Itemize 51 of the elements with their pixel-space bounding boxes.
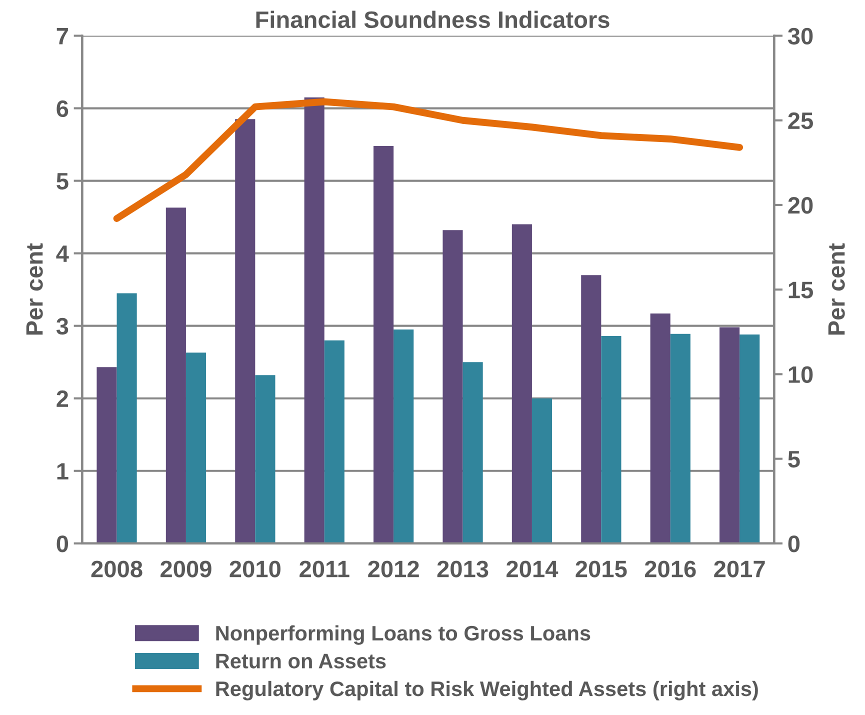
legend-label: Return on Assets	[216, 654, 386, 668]
y-tick-label: 6	[56, 100, 68, 118]
y-tick-label: 4	[56, 246, 69, 262]
x-tick-label: 2009	[160, 560, 212, 578]
bar	[581, 275, 602, 544]
y2-tick-label: 0	[788, 535, 800, 552]
y2-tick-label: 25	[788, 112, 813, 130]
bar	[442, 230, 463, 544]
y-tick-label: 3	[56, 318, 68, 335]
y-tick-label: 2	[56, 390, 68, 407]
chart-title: Financial Soundness Indicators	[256, 10, 610, 28]
bar	[720, 327, 740, 544]
y2-tick-label: 5	[788, 451, 800, 468]
legend-label: Nonperforming Loans to Gross Loans	[216, 625, 590, 645]
bar	[166, 208, 186, 544]
bar	[670, 334, 690, 544]
y2-tick-label: 30	[788, 28, 813, 45]
x-tick-label: 2016	[644, 560, 696, 578]
x-tick-label: 2017	[714, 560, 765, 578]
y-tick-label: 7	[56, 28, 68, 44]
y2-tick-label: 20	[788, 197, 813, 214]
x-tick-label: 2013	[437, 560, 488, 578]
bar	[324, 340, 344, 544]
x-tick-label: 2015	[576, 560, 627, 578]
y2-axis-title: Per cent	[828, 243, 845, 335]
bar	[116, 293, 137, 544]
y-axis-title: Per cent	[26, 243, 43, 335]
y-tick-label: 0	[56, 535, 68, 552]
bar	[96, 367, 117, 544]
x-tick-label: 2010	[230, 560, 280, 578]
y2-tick-label: 15	[788, 282, 813, 298]
bar	[512, 224, 532, 544]
y-tick-label: 5	[56, 173, 68, 190]
bar	[650, 314, 670, 544]
bar	[462, 362, 483, 544]
bar	[255, 375, 276, 544]
x-tick-label: 2008	[91, 560, 142, 578]
y2-tick-label: 10	[788, 366, 813, 383]
bar	[740, 334, 760, 544]
bar	[601, 336, 622, 544]
x-tick-label: 2014	[506, 560, 558, 578]
bar	[235, 119, 256, 544]
legend-label: Regulatory Capital to Risk Weighted Assets (right axis)	[216, 680, 758, 700]
bar	[394, 329, 414, 544]
x-tick-label: 2012	[368, 560, 419, 578]
bar	[304, 97, 324, 544]
bar	[186, 352, 206, 544]
x-tick-label: 2011	[300, 560, 350, 578]
bar	[374, 146, 394, 544]
bar	[532, 398, 552, 544]
y-tick-label: 1	[57, 463, 68, 480]
